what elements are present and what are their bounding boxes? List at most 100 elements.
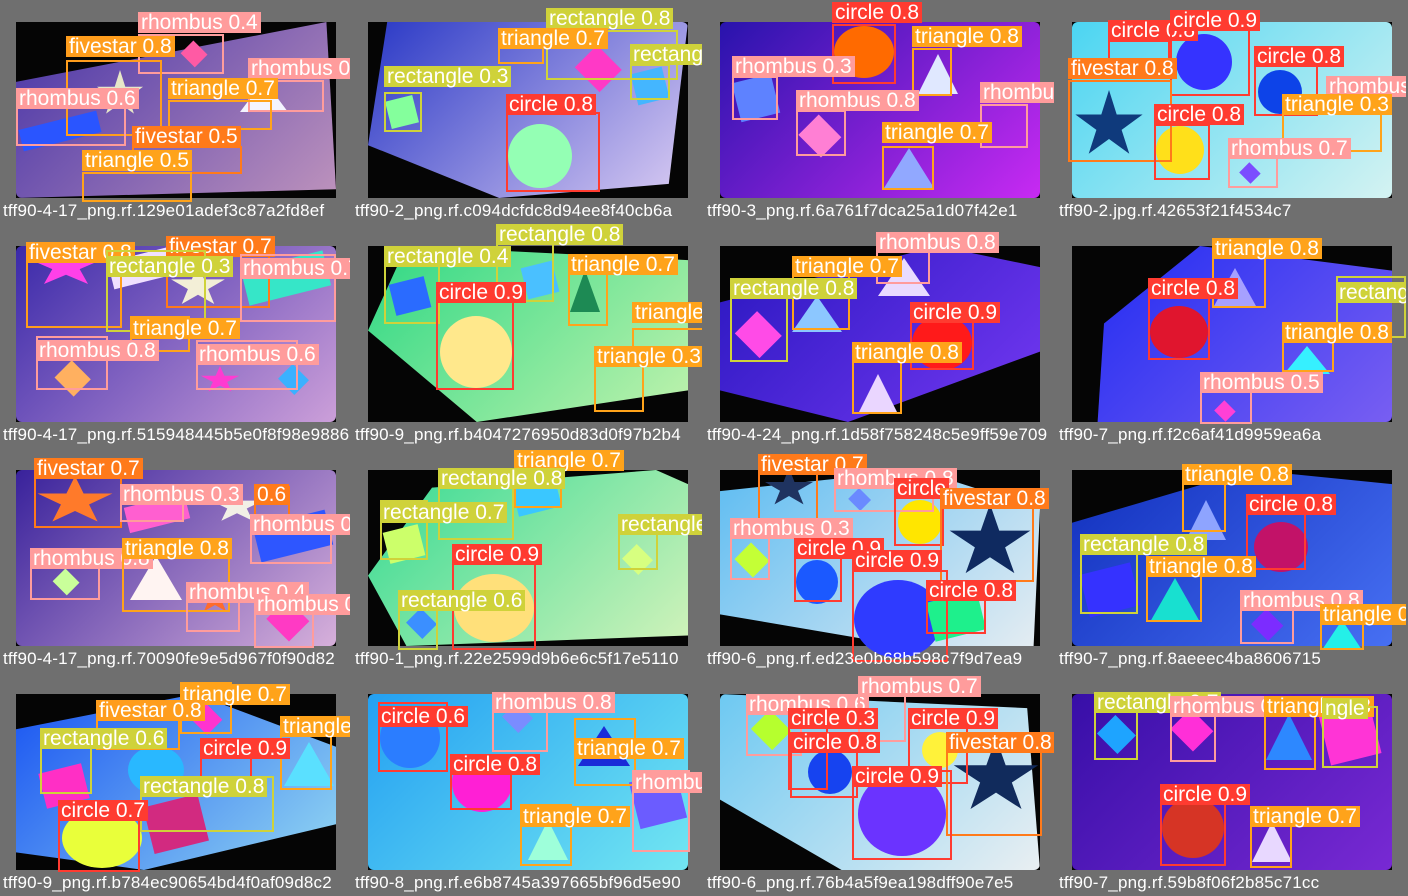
detection-label: fivestar 0.8: [946, 732, 1054, 753]
detection-box: [398, 608, 438, 650]
detection-label: rectangle 0.3: [106, 256, 234, 277]
image-filename-caption: tff90-7_png.rf.f2c6af41d9959ea6a: [1059, 425, 1322, 444]
detection-box: [378, 702, 448, 772]
detection-box: [732, 76, 778, 120]
detection-label: rhombus 0.3: [732, 56, 855, 77]
image-filename-caption: tff90-7_png.rf.8aeeec4ba8606715: [1059, 649, 1322, 668]
result-tile: circle 0.6 rhombus 0.8 triangle 0.7 circle …: [352, 672, 702, 894]
detection-label: circle 0.9: [1170, 10, 1261, 31]
image-filename-caption: tff90-4-17_png.rf.70090fe9e5d967f0f90d82: [3, 649, 335, 668]
detection-label: rectangle 0.6: [618, 514, 702, 535]
circle-shape: [440, 316, 512, 388]
detection-label: circle 0.6: [378, 706, 469, 727]
detection-box: [1094, 710, 1138, 760]
detection-label: circle 0.3: [788, 708, 879, 729]
detection-label: rectangle 0.8: [730, 278, 858, 299]
circle-shape: [1150, 306, 1208, 358]
detection-box: [1264, 712, 1316, 770]
detection-label: fivestar 0.8: [96, 700, 205, 721]
detection-label: triangle 0.7: [1250, 806, 1360, 827]
detection-label: circle 0.8: [790, 732, 881, 753]
detection-box: [594, 362, 644, 412]
detection-label: triangle 0.7: [520, 806, 630, 827]
detection-label: triangle 0.7: [568, 254, 678, 275]
image-filename-caption: tff90-1_png.rf.22e2599d9b6e6c5f17e5110: [355, 649, 679, 668]
detection-label: fivestar 0.8: [66, 36, 175, 57]
detection-label: rectangle 0.8: [496, 224, 624, 245]
circle-shape: [1254, 522, 1308, 572]
detection-box: [36, 336, 108, 390]
detection-label: rhombus 0.3: [632, 772, 702, 793]
image-filename-caption: tff90-9_png.rf.b4047276950d83d0f97b2b4: [355, 425, 681, 444]
detection-label: circle 0.9: [852, 766, 943, 787]
detection-label: rhombus 0.6: [16, 88, 139, 109]
detection-label: triangle 0.7: [574, 738, 684, 759]
detection-label: ngle: [1322, 698, 1368, 719]
image-filename-caption: tff90-6_png.rf.ed23e0b68b598c7f9d7ea9: [707, 649, 1023, 668]
detection-box: [758, 470, 818, 520]
detection-label: circle 0.9: [200, 738, 291, 759]
detection-box: [894, 494, 944, 546]
result-tile: rhombus 0.8 triangle 0.7 rectangle 0.8 circ…: [704, 224, 1054, 446]
detection-label: rhombus 0.7: [858, 676, 981, 697]
circle-shape: [1156, 126, 1204, 174]
detection-label: rectangle 0.8: [438, 468, 566, 489]
detection-label: triangle 0.8: [1146, 556, 1256, 577]
detection-box: [630, 64, 670, 100]
detection-label: rectangle 0.8: [1080, 534, 1208, 555]
detection-label: rhombus 0.4: [138, 12, 261, 33]
result-tile: fivestar 0.8 fivestar 0.7 rectangle 0.3 rho…: [0, 224, 350, 446]
detection-label: circle 0.8: [832, 2, 923, 23]
detection-label: rhombus 0.8: [492, 692, 615, 713]
detection-box: [632, 770, 690, 852]
detection-label: triangle 0.8: [1182, 464, 1292, 485]
detection-label: rhombus 0.3: [120, 484, 243, 505]
detection-label: triangle 0.8: [852, 342, 962, 363]
detection-label: triangle 0.3: [1282, 94, 1392, 115]
detection-label: circle 0.8: [926, 580, 1017, 601]
detection-label: triangle 0.8: [1212, 238, 1322, 259]
circle-shape: [898, 500, 942, 544]
detection-label: rhombus 0.3: [730, 518, 853, 539]
detection-box: [506, 112, 600, 192]
detection-label: rhombus 0.8: [876, 232, 999, 253]
circle-shape: [808, 750, 852, 794]
detection-label: circle 0.8: [1254, 46, 1345, 67]
detection-label: circle 0.9: [452, 544, 543, 565]
detection-label: rectangle 0.3: [384, 66, 512, 87]
detection-label: triangle 0.5: [82, 150, 192, 171]
detection-label: rhombus 0.8: [254, 594, 350, 615]
result-tile: fivestar 0.7 rhombus 0.3 0.6 rhombus 0.5 rho…: [0, 448, 350, 670]
detection-label: triangle 0.7: [498, 28, 608, 49]
detection-label: rectangle 0.4: [384, 246, 512, 267]
circle-shape: [1176, 34, 1232, 90]
detection-label: triangle 0: [1320, 604, 1406, 625]
detection-label: circle 0.8: [1148, 278, 1239, 299]
image-filename-caption: tff90-8_png.rf.e6b8745a397665bf96d5e90: [355, 873, 681, 892]
result-tile: triangle 0.7 rectangle 0.8 rectangle 0.7 re…: [352, 448, 702, 670]
image-filename-caption: tff90-2_png.rf.c094dcfdc8d94ee8f40cb6a: [355, 201, 673, 220]
circle-shape: [508, 124, 572, 188]
detection-label: circle 0.9: [1160, 784, 1251, 805]
image-filename-caption: tff90-4-24_png.rf.1d58f758248c5e9ff59e70…: [707, 425, 1048, 444]
detection-label: rhombus 0.8: [36, 340, 159, 361]
detection-label: rhombus 0.5: [250, 514, 350, 535]
detection-label: rectangle 0.8: [140, 776, 268, 797]
detection-box: [82, 172, 192, 202]
detection-label: triangle 0.8: [912, 26, 1022, 47]
detection-label: triangle 0.8: [1282, 322, 1392, 343]
detection-label: circle 0.9: [910, 302, 1001, 323]
result-tile: circle 0.8 triangle 0.8 rhombus 0.3 rhombus…: [704, 0, 1054, 222]
detection-label: circle 0.9: [908, 708, 999, 729]
detection-label: rhombus 0.6: [196, 344, 319, 365]
detection-label: triangle 0.7: [882, 122, 992, 143]
detection-box: [730, 296, 788, 362]
detection-label: circle 0.7: [58, 800, 149, 821]
detection-label: rectangle 0.6: [398, 590, 526, 611]
image-filename-caption: tff90-4-17_png.rf.129e01adef3c87a2fd8ef: [3, 201, 325, 220]
